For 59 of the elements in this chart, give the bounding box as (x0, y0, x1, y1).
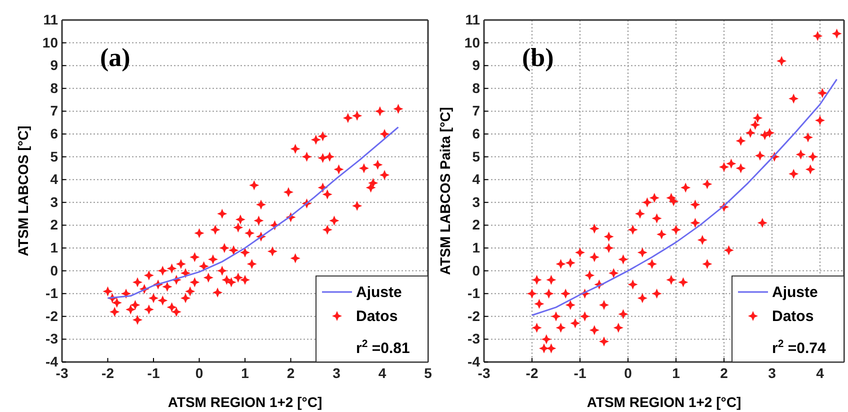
y-tick-label: 4 (50, 171, 58, 188)
y-tick-label: 11 (43, 11, 58, 28)
legend-label: Ajuste (356, 284, 402, 301)
x-tick-label: 3 (768, 364, 776, 381)
legend-label: Datos (356, 308, 398, 325)
x-tick-label: -2 (526, 364, 538, 381)
y-axis-title: ATSM LABCOS Paita [°C] (437, 107, 453, 275)
x-tick-label: -1 (574, 364, 586, 381)
legend-label: Ajuste (772, 284, 818, 301)
y-tick-label: 3 (50, 194, 58, 210)
y-tick-label: -1 (46, 285, 58, 302)
y-tick-label: -1 (468, 285, 480, 302)
x-tick-label: 1 (241, 364, 250, 381)
y-tick-label: 10 (42, 34, 58, 50)
x-axis-title: ATSM REGION 1+2 [°C] (168, 394, 322, 410)
y-tick-label: 3 (472, 194, 480, 210)
y-tick-label: 5 (472, 148, 480, 164)
annotation: (a) (100, 43, 130, 72)
y-tick-label: 2 (50, 216, 58, 233)
y-tick-label: -4 (468, 353, 480, 370)
y-axis-title: ATSM LABCOS [°C] (15, 126, 31, 256)
y-tick-label: 9 (472, 57, 480, 74)
y-tick-label: -3 (46, 330, 58, 347)
y-tick-label: 1 (472, 239, 480, 256)
y-tick-label: -2 (46, 308, 58, 324)
y-tick-label: 8 (50, 80, 58, 96)
y-tick-label: 2 (472, 216, 480, 233)
y-tick-label: 5 (50, 148, 58, 164)
y-tick-label: 10 (464, 34, 480, 50)
x-tick-label: 3 (332, 364, 341, 381)
y-tick-label: 7 (50, 102, 58, 119)
x-tick-label: 0 (624, 364, 632, 381)
x-axis-title: ATSM REGION 1+2 [°C] (586, 394, 742, 410)
x-tick-label: 1 (672, 364, 680, 381)
y-tick-label: 6 (472, 125, 480, 142)
y-tick-label: -3 (468, 330, 480, 347)
y-tick-label: 0 (472, 262, 480, 278)
legend-label: Datos (772, 308, 814, 325)
x-tick-label: -2 (102, 364, 114, 381)
annotation: r$^{2}$ =0.81 (356, 338, 410, 357)
y-tick-label: -4 (46, 353, 58, 370)
y-tick-label: 6 (50, 125, 58, 142)
x-tick-label: 4 (378, 364, 386, 381)
x-tick-label: 2 (286, 364, 295, 381)
x-tick-label: 4 (816, 364, 824, 381)
x-tick-label: 5 (424, 364, 432, 381)
x-tick-label: 0 (195, 364, 204, 381)
x-tick-label: -1 (147, 364, 160, 381)
annotation: (b) (522, 43, 554, 72)
x-tick-label: 2 (720, 364, 728, 381)
y-tick-label: 8 (472, 80, 480, 96)
y-tick-label: 4 (472, 171, 480, 188)
annotation: r$^{2}$ =0.74 (772, 338, 826, 357)
y-tick-label: 1 (50, 239, 58, 256)
y-tick-label: 0 (50, 262, 58, 278)
y-tick-label: 11 (465, 11, 480, 28)
y-tick-label: 9 (50, 57, 58, 74)
y-tick-label: 7 (472, 102, 480, 119)
y-tick-label: -2 (468, 308, 480, 324)
